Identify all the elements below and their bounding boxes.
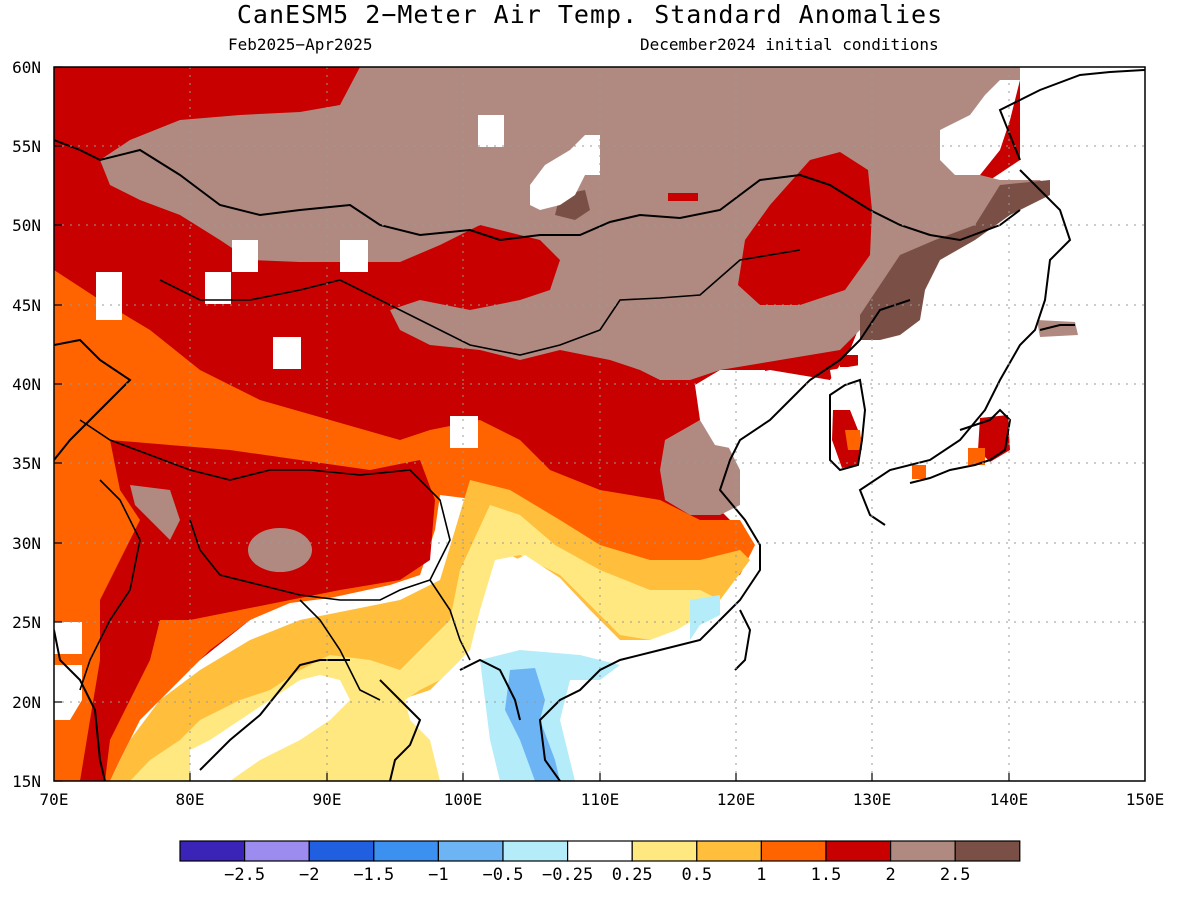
anomaly-region-neg-0p25-east	[690, 595, 720, 640]
anomaly-patch-korea-orange	[845, 430, 862, 450]
anomaly-field	[54, 67, 1145, 781]
colorbar: −2.5 −2 −1.5 −1 −0.5 −0.25 0.25 0.5 1 1.5 2 2.5	[179, 840, 1021, 885]
colorbar-label: 1	[756, 865, 766, 885]
lon-label: 130E	[853, 790, 892, 809]
colorbar-label: 0.25	[612, 865, 653, 885]
colorbar-swatch	[179, 840, 246, 862]
anomaly-patch-japan-south	[912, 465, 926, 479]
colorbar-label: 0.5	[681, 865, 712, 885]
anomaly-region-2-2p5-tibet	[248, 528, 312, 572]
colorbar-label: 2.5	[940, 865, 971, 885]
lon-label: 150E	[1126, 790, 1165, 809]
colorbar-swatch	[244, 840, 310, 862]
latitude-labels: 60N 55N 50N 45N 40N 35N 30N 25N 20N 15N	[12, 58, 41, 791]
initial-conditions: December2024 initial conditions	[640, 35, 939, 54]
colorbar-swatch	[760, 840, 827, 862]
colorbar-swatch	[308, 840, 375, 862]
anomaly-patch-japan	[978, 415, 1010, 462]
lat-label: 45N	[12, 296, 41, 315]
coastlines	[54, 69, 1145, 781]
colorbar-swatch	[373, 840, 439, 862]
lat-label: 15N	[12, 772, 41, 791]
anomaly-region-2-2p5-west	[130, 485, 180, 540]
country-borders	[79, 249, 801, 701]
forecast-period: Feb2025−Apr2025	[228, 35, 373, 54]
lat-label: 35N	[12, 454, 41, 473]
lat-label: 60N	[12, 58, 41, 77]
colorbar-swatch	[437, 840, 504, 862]
lon-label: 110E	[581, 790, 620, 809]
colorbar-swatch	[696, 840, 762, 862]
colorbar-label: −0.25	[542, 865, 593, 885]
anomaly-region-neg-0p5	[505, 668, 560, 781]
longitude-labels: 70E 80E 90E 100E 110E 120E 130E 140E 150…	[40, 790, 1165, 809]
lon-label: 90E	[313, 790, 342, 809]
lat-label: 20N	[12, 693, 41, 712]
colorbar-swatch	[954, 840, 1021, 862]
colorbar-swatch	[502, 840, 569, 862]
lon-label: 80E	[176, 790, 205, 809]
colorbar-label: −2.5	[224, 865, 265, 885]
colorbar-label: 2	[885, 865, 895, 885]
lat-label: 30N	[12, 534, 41, 553]
colorbar-label: −1.5	[353, 865, 394, 885]
anomaly-patch-korea-north	[840, 355, 858, 367]
colorbar-label: −1	[428, 865, 448, 885]
colorbar-label: 1.5	[811, 865, 842, 885]
lat-label: 55N	[12, 137, 41, 156]
colorbar-label: −0.5	[483, 865, 524, 885]
tick-marks	[54, 66, 1010, 782]
colorbar-swatch	[631, 840, 698, 862]
colorbar-swatch	[825, 840, 892, 862]
colorbar-swatch	[889, 840, 956, 862]
anomaly-region-2-2p5-north	[100, 67, 1050, 380]
lon-label: 70E	[40, 790, 69, 809]
lat-label: 40N	[12, 375, 41, 394]
lon-label: 140E	[990, 790, 1029, 809]
lon-label: 100E	[444, 790, 483, 809]
anomaly-patch-mongolia	[668, 193, 698, 201]
colorbar-label: −2	[299, 865, 319, 885]
lat-label: 50N	[12, 216, 41, 235]
lon-label: 120E	[717, 790, 756, 809]
anomaly-patch-japan-orange	[968, 448, 985, 465]
colorbar-swatch	[566, 840, 633, 862]
gridlines	[54, 67, 1145, 781]
lat-label: 25N	[12, 613, 41, 632]
map-title: CanESM5 2−Meter Air Temp. Standard Anoma…	[236, 0, 944, 29]
